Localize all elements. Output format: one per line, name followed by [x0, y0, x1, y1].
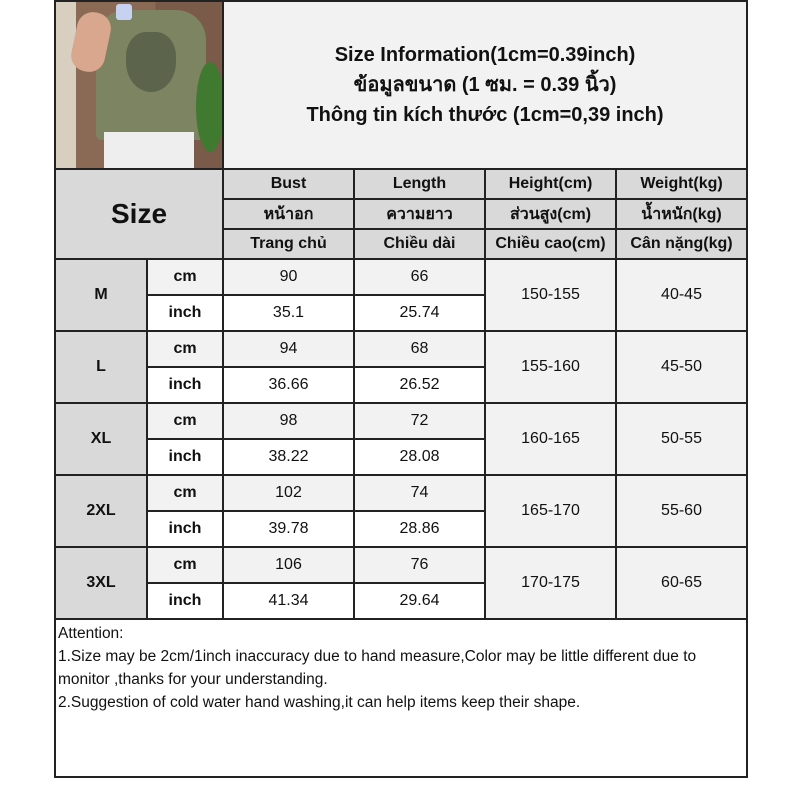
- product-photo: [54, 0, 224, 170]
- weight-header-th: น้ำหนัก(kg): [614, 198, 749, 230]
- size-label: M: [54, 258, 148, 332]
- unit-cm: cm: [146, 474, 224, 512]
- size-row-cm: XL cm 98 72 160-165 50-55: [54, 402, 749, 476]
- size-row-inch: inch 38.22 28.08: [55, 438, 747, 476]
- height-range: 160-165: [484, 402, 617, 476]
- unit-inch: inch: [146, 294, 224, 332]
- bust-header-vi: Trang chủ: [222, 228, 355, 260]
- length-cm: 76: [353, 546, 486, 584]
- height-header-vi: Chiều cao(cm): [484, 228, 617, 260]
- weight-range: 45-50: [614, 330, 749, 404]
- attention-notes: Attention: 1.Size may be 2cm/1inch inaccu…: [53, 618, 749, 778]
- length-inch: 26.52: [353, 366, 486, 404]
- weight-header-vi: Cân nặng(kg): [614, 228, 749, 260]
- height-header-en: Height(cm): [484, 168, 617, 200]
- unit-cm: cm: [146, 258, 224, 296]
- size-information-title: Size Information(1cm=0.39inch) ข้อมูลขนา…: [221, 0, 749, 170]
- size-row-inch: inch 41.34 29.64: [55, 582, 747, 620]
- size-row-inch: inch 39.78 28.86: [55, 510, 747, 548]
- title-vietnamese: Thông tin kích thước (1cm=0,39 inch): [306, 104, 664, 126]
- bust-cm: 102: [222, 474, 355, 512]
- weight-header-en: Weight(kg): [614, 168, 749, 200]
- attention-note-1: 1.Size may be 2cm/1inch inaccuracy due t…: [58, 648, 697, 688]
- unit-cm: cm: [146, 330, 224, 368]
- length-cm: 74: [353, 474, 486, 512]
- bust-cm: 106: [222, 546, 355, 584]
- weight-range: 40-45: [614, 258, 749, 332]
- size-label: 3XL: [54, 546, 148, 620]
- size-label: 2XL: [54, 474, 148, 548]
- bust-header-th: หน้าอก: [222, 198, 355, 230]
- length-header-en: Length: [353, 168, 486, 200]
- unit-inch: inch: [146, 510, 224, 548]
- weight-range: 60-65: [614, 546, 749, 620]
- unit-inch: inch: [146, 582, 224, 620]
- attention-note-2: 2.Suggestion of cold water hand washing,…: [58, 694, 581, 711]
- length-header-th: ความยาว: [353, 198, 486, 230]
- height-range: 150-155: [484, 258, 617, 332]
- title-thai: ข้อมูลขนาด (1 ซม. = 0.39 นิ้ว): [353, 74, 617, 96]
- length-inch: 28.86: [353, 510, 486, 548]
- attention-heading: Attention:: [58, 625, 124, 642]
- size-row-cm: 2XL cm 102 74 165-170 55-60: [54, 474, 749, 548]
- height-range: 170-175: [484, 546, 617, 620]
- weight-range: 55-60: [614, 474, 749, 548]
- size-row-inch: inch 35.1 25.74: [55, 294, 747, 332]
- height-header-th: ส่วนสูง(cm): [484, 198, 617, 230]
- length-inch: 28.08: [353, 438, 486, 476]
- title-english: Size Information(1cm=0.39inch): [334, 44, 636, 66]
- bust-cm: 98: [222, 402, 355, 440]
- bust-header-en: Bust: [222, 168, 355, 200]
- length-header-vi: Chiều dài: [353, 228, 486, 260]
- bust-inch: 39.78: [222, 510, 355, 548]
- weight-range: 50-55: [614, 402, 749, 476]
- height-range: 155-160: [484, 330, 617, 404]
- length-cm: 68: [353, 330, 486, 368]
- size-chart-table: Size Information(1cm=0.39inch) ข้อมูลขนา…: [53, 0, 749, 778]
- length-inch: 29.64: [353, 582, 486, 620]
- bust-inch: 35.1: [222, 294, 355, 332]
- unit-inch: inch: [146, 366, 224, 404]
- height-range: 165-170: [484, 474, 617, 548]
- size-label: L: [54, 330, 148, 404]
- length-cm: 72: [353, 402, 486, 440]
- unit-inch: inch: [146, 438, 224, 476]
- size-header: Size: [54, 168, 224, 260]
- bust-inch: 41.34: [222, 582, 355, 620]
- unit-cm: cm: [146, 546, 224, 584]
- length-inch: 25.74: [353, 294, 486, 332]
- bust-inch: 36.66: [222, 366, 355, 404]
- bust-inch: 38.22: [222, 438, 355, 476]
- unit-cm: cm: [146, 402, 224, 440]
- length-cm: 66: [353, 258, 486, 296]
- bust-cm: 94: [222, 330, 355, 368]
- size-row-cm: 3XL cm 106 76 170-175 60-65: [54, 546, 749, 620]
- size-label: XL: [54, 402, 148, 476]
- size-row-inch: inch 36.66 26.52: [55, 366, 747, 404]
- bust-cm: 90: [222, 258, 355, 296]
